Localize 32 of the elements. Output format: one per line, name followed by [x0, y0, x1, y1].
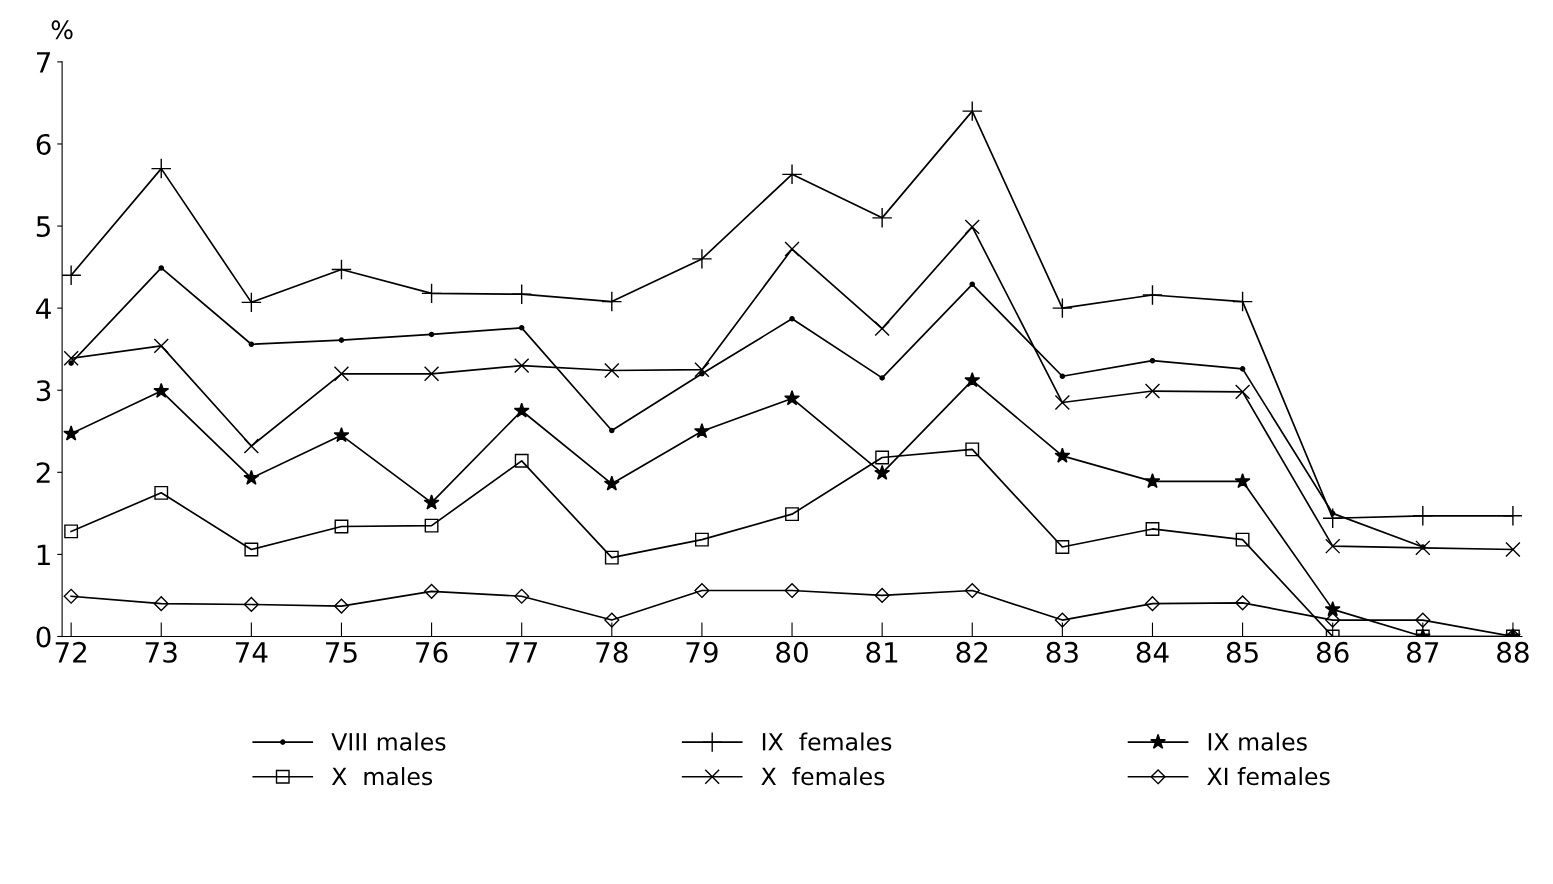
legend-label: IX males [1208, 732, 1307, 751]
y-tick-label: 5 [36, 216, 50, 237]
x-tick-label: 76 [416, 641, 448, 663]
x-tick-label: 84 [1136, 641, 1169, 663]
x-tick-label: 86 [1316, 641, 1349, 663]
y-tick-label: 4 [36, 298, 51, 319]
y-tick-label: 0 [36, 626, 51, 648]
x-tick-label: 79 [686, 641, 718, 663]
legend-label: X females [761, 767, 885, 786]
x-tick-label: 73 [145, 641, 177, 663]
x-tick-label: 87 [1407, 641, 1439, 663]
x-tick-label: 80 [776, 641, 808, 663]
x-tick-label: 77 [506, 642, 537, 663]
x-tick-label: 82 [956, 641, 988, 663]
y-axis-title: % [51, 20, 73, 40]
y-tick-label: 3 [36, 380, 51, 402]
legend-label: X males [331, 767, 433, 786]
y-tick-label: 7 [37, 52, 51, 73]
x-tick-label: 81 [866, 641, 898, 663]
legend-label: XI females [1207, 767, 1330, 786]
x-tick-label: 83 [1046, 641, 1078, 663]
x-tick-label: 85 [1226, 641, 1258, 663]
legend-label: VIII males [331, 732, 446, 751]
x-tick-label: 74 [235, 642, 268, 663]
y-tick-label: 2 [36, 462, 50, 483]
x-tick-label: 75 [326, 642, 357, 663]
x-tick-label: 88 [1497, 641, 1529, 663]
x-tick-label: 78 [596, 641, 628, 663]
legend-label: IX females [762, 732, 892, 751]
x-tick-label: 72 [55, 641, 87, 663]
y-tick-label: 1 [37, 544, 50, 565]
y-tick-label: 6 [36, 133, 51, 155]
